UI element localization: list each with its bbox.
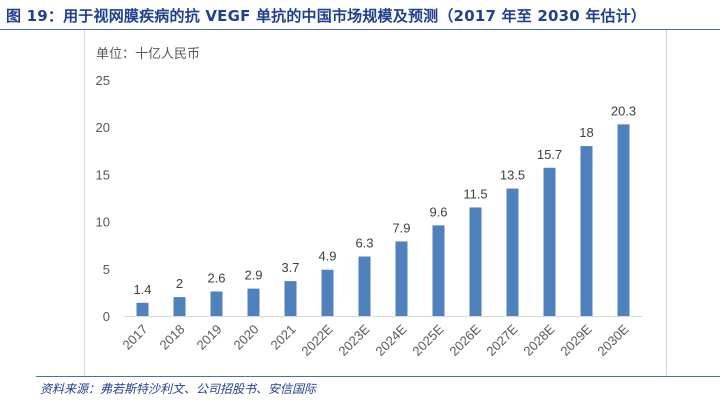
bar [395, 241, 408, 316]
x-tick-label: 2021 [268, 322, 299, 353]
x-tick-label: 2017 [120, 322, 151, 353]
data-label: 2.9 [244, 268, 262, 283]
bar [358, 256, 371, 316]
data-label: 11.5 [463, 186, 487, 201]
chart-frame [84, 30, 667, 376]
bar [617, 124, 630, 316]
x-tick-label: 2030E [594, 321, 631, 358]
bar [432, 225, 445, 316]
data-label: 6.3 [355, 236, 373, 251]
y-axis: 0 5 10 15 20 25 [96, 73, 110, 324]
x-tick-label: 2025E [409, 321, 446, 358]
data-label: 7.9 [392, 220, 410, 235]
x-tick-label: 2019 [194, 322, 225, 353]
source-divider [36, 376, 720, 377]
x-tick-label: 2026E [446, 321, 483, 358]
bar [506, 188, 519, 316]
bar [284, 281, 297, 316]
source-note: 资料来源：弗若斯特沙利文、公司招股书、安信国际 [40, 382, 317, 396]
y-tick-label: 20 [96, 120, 110, 135]
y-tick-label: 5 [103, 262, 110, 277]
x-tick-label: 2024E [372, 321, 409, 358]
data-label: 1.4 [133, 282, 151, 297]
x-tick-label: 2028E [520, 321, 557, 358]
data-label: 20.3 [611, 103, 636, 118]
data-label: 13.5 [500, 168, 525, 183]
figure-title: 图 19：用于视网膜疾病的抗 VEGF 单抗的中国市场规模及预测（2017 年至… [6, 7, 647, 25]
y-tick-label: 0 [103, 309, 110, 324]
bars [136, 124, 630, 316]
x-tick-label: 2018 [157, 322, 188, 353]
unit-label: 单位：十亿人民币 [96, 47, 201, 62]
data-label: 18 [579, 125, 593, 140]
bar [321, 269, 334, 316]
data-label: 3.7 [281, 260, 299, 275]
data-label: 2 [176, 276, 183, 291]
x-tick-label: 2020 [231, 322, 262, 353]
bar [210, 291, 223, 316]
y-tick-label: 15 [96, 167, 110, 182]
y-tick-label: 25 [96, 73, 110, 88]
data-label: 2.6 [207, 270, 225, 285]
y-tick-label: 10 [96, 215, 110, 230]
bar [173, 297, 186, 316]
x-tick-label: 2029E [557, 321, 594, 358]
x-tick-label: 2027E [483, 321, 520, 358]
data-label: 15.7 [537, 147, 562, 162]
data-label: 4.9 [318, 249, 336, 264]
bar [543, 167, 556, 316]
data-labels: 1.4 2 2.6 2.9 3.7 4.9 6.3 7.9 9.6 11.5 13.5 15.7 18 2… [133, 103, 636, 296]
bar [136, 302, 149, 316]
x-tick-label: 2022E [298, 321, 335, 358]
title-divider [0, 29, 720, 30]
bar [580, 146, 593, 316]
x-axis: 2017 2018 2019 2020 2021 2022E 2023E 2024E 2025E… [120, 321, 632, 358]
x-tick-label: 2023E [335, 321, 372, 358]
bar [469, 207, 482, 316]
bar [247, 288, 260, 316]
data-label: 9.6 [429, 204, 447, 219]
